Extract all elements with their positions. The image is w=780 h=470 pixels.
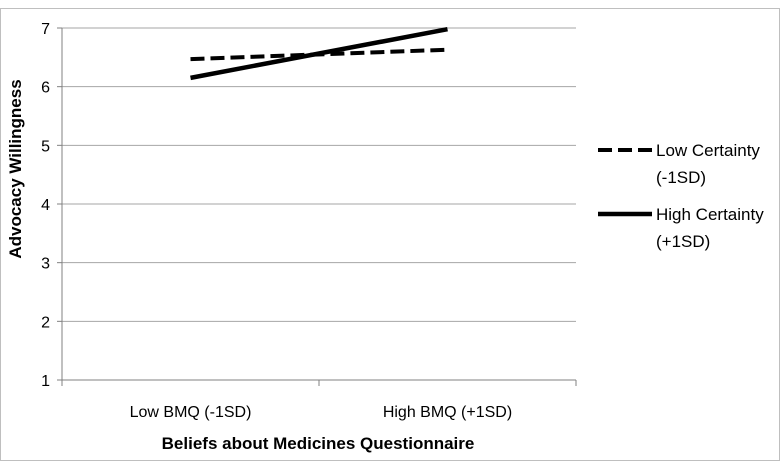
axes: 1 2 3 4 5 6 7 Low BMQ (-1SD) High BMQ (+1SD) (41, 21, 577, 421)
y-tick-label: 1 (41, 373, 50, 390)
legend-label-1: Low Certainty (656, 141, 760, 160)
y-axis-title: Advocacy Willingness (6, 79, 25, 258)
y-tick-label: 7 (41, 21, 50, 38)
series-lines (190, 26, 448, 81)
y-tick-label: 6 (41, 80, 50, 97)
y-tick-label: 2 (41, 314, 50, 331)
x-tick-label: High BMQ (+1SD) (383, 404, 512, 421)
x-axis-title: Beliefs about Medicines Questionnaire (162, 434, 475, 453)
gridlines (62, 27, 576, 322)
y-tick-label: 3 (41, 256, 50, 273)
y-tick-label: 5 (41, 138, 50, 155)
legend-label-2-line2: (+1SD) (656, 232, 710, 251)
legend: Low Certainty (-1SD) High Certainty (+1SD) (598, 141, 764, 251)
legend-label-2: High Certainty (656, 205, 764, 224)
series-line-2 (190, 26, 448, 81)
legend-label-1-line2: (-1SD) (656, 168, 706, 187)
y-tick-label: 4 (41, 197, 50, 214)
x-tick-label: Low BMQ (-1SD) (130, 404, 252, 421)
